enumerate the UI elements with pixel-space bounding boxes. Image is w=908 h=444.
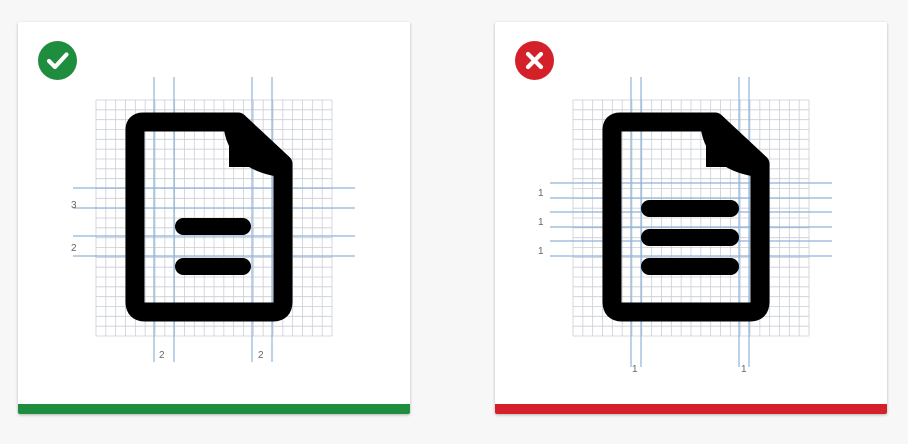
bottom-dimension-label: 2 [258,350,264,361]
correct-example-card: 3 2 2 2 [18,22,410,414]
icon-grid-diagram-correct: 3 2 2 2 [71,77,355,362]
text-line [641,258,739,275]
text-line [641,200,739,217]
icon-grid-diagram-incorrect: 1 1 1 1 1 [538,77,832,375]
correct-indicator-bar [18,404,410,414]
left-dimension-label: 1 [538,246,544,257]
left-dimension-label: 2 [71,243,77,254]
dimension-labels: 1 1 1 1 1 [538,188,747,375]
left-dimension-label: 1 [538,217,544,228]
incorrect-indicator-bar [495,404,887,414]
bottom-dimension-label: 1 [741,364,747,375]
dimension-labels: 3 2 2 2 [71,200,264,361]
text-line [175,258,251,275]
incorrect-badge [515,41,554,80]
document-icon [602,112,770,322]
checkmark-icon [38,41,77,80]
document-icon [125,112,293,322]
bottom-dimension-label: 2 [159,350,165,361]
text-line [175,218,251,235]
correct-badge [38,41,77,80]
left-dimension-label: 1 [538,188,544,199]
x-mark-icon [515,41,554,80]
left-dimension-label: 3 [71,200,77,211]
incorrect-example-card: 1 1 1 1 1 [495,22,887,414]
bottom-dimension-label: 1 [632,364,638,375]
text-line [641,229,739,246]
